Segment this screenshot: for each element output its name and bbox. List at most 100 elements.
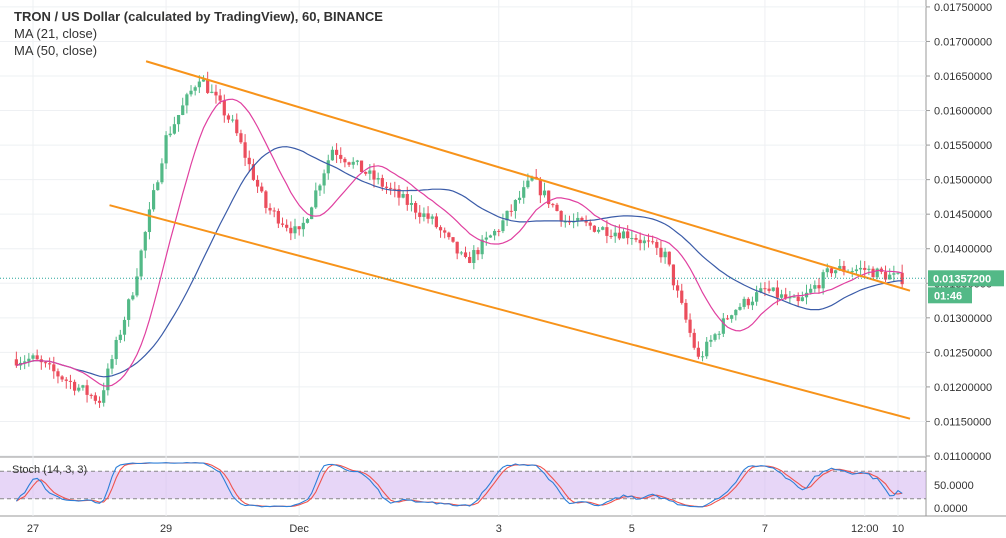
candle-body	[93, 395, 97, 401]
candle-body	[730, 315, 734, 319]
candle-body	[68, 380, 73, 382]
candle-body	[293, 226, 297, 234]
candle-body	[272, 210, 276, 212]
stoch-tick-label: 50.0000	[934, 480, 974, 492]
candle-body	[280, 223, 285, 225]
candle-body	[488, 235, 493, 238]
candle-body	[626, 231, 630, 239]
candle-body	[48, 363, 52, 365]
candle-body	[854, 269, 859, 272]
candle-body	[455, 241, 459, 254]
candle-body	[359, 160, 364, 173]
candle-body	[77, 387, 81, 391]
candle-body	[709, 339, 713, 342]
candle-body	[875, 268, 879, 278]
candle-body	[850, 271, 854, 273]
candle-body	[763, 288, 767, 290]
candle-body	[717, 333, 721, 335]
candle-body	[251, 164, 256, 180]
candle-body	[692, 332, 696, 348]
candle-body	[675, 285, 680, 291]
candle-body	[343, 158, 347, 163]
candle-body	[530, 176, 534, 181]
candle-body	[655, 242, 659, 248]
candle-body	[164, 135, 168, 164]
candle-body	[43, 362, 48, 364]
candle-body	[193, 87, 197, 91]
candle-body	[842, 265, 846, 272]
candle-body	[118, 334, 122, 340]
candle-body	[784, 294, 788, 299]
price-tick-label: 0.01450000	[934, 209, 992, 221]
candle-body	[821, 272, 825, 289]
candle-body	[642, 240, 646, 244]
candle-body	[734, 309, 738, 316]
price-tick-label: 0.01550000	[934, 140, 992, 152]
candle-body	[584, 220, 588, 223]
candle-body	[231, 119, 235, 121]
candle-body	[380, 178, 384, 187]
candle-body	[609, 235, 613, 237]
candle-body	[538, 179, 542, 196]
candle-body	[892, 273, 896, 275]
candle-body	[97, 400, 102, 403]
candle-body	[160, 163, 164, 183]
candle-body	[779, 294, 784, 298]
candle-body	[81, 385, 85, 388]
last-price-label: 0.01357200	[933, 273, 991, 285]
candle-body	[131, 295, 135, 300]
candles-group	[14, 71, 904, 408]
candle-body	[289, 227, 293, 234]
candle-body	[389, 187, 393, 189]
candle-body	[397, 189, 401, 198]
candle-body	[438, 227, 443, 231]
candle-body	[106, 368, 110, 391]
candle-body	[867, 268, 871, 270]
time-tick-label: 27	[27, 523, 39, 535]
candle-body	[114, 339, 118, 360]
candle-body	[301, 222, 305, 230]
candle-body	[376, 178, 380, 180]
candle-body	[393, 188, 397, 190]
candle-body	[563, 221, 567, 223]
candle-body	[688, 319, 692, 333]
candle-body	[260, 186, 264, 192]
candle-body	[463, 252, 468, 257]
candle-body	[172, 124, 176, 134]
stoch-k-line	[15, 462, 903, 508]
price-tick-label: 0.01700000	[934, 36, 992, 48]
channel-lower-line	[109, 204, 911, 420]
candle-body	[555, 204, 559, 211]
candle-body	[235, 119, 239, 134]
candle-body	[218, 95, 222, 101]
candle-body	[900, 272, 904, 285]
candle-body	[351, 161, 355, 165]
candle-body	[838, 265, 842, 271]
candle-body	[592, 225, 597, 232]
candle-body	[738, 306, 742, 310]
time-tick-label: 3	[496, 523, 502, 535]
candle-body	[800, 297, 804, 302]
candle-body	[834, 270, 838, 274]
candle-body	[700, 356, 705, 358]
candle-body	[447, 232, 451, 238]
candle-body	[285, 224, 289, 228]
candle-body	[542, 190, 547, 196]
time-tick-label: 29	[160, 523, 172, 535]
time-tick-label: 7	[762, 523, 768, 535]
ma50-line	[16, 146, 903, 378]
candle-body	[413, 203, 418, 213]
candle-body	[863, 267, 867, 270]
candle-body	[243, 142, 247, 158]
candle-body	[517, 197, 522, 201]
candle-body	[825, 268, 829, 273]
candle-body	[613, 232, 617, 237]
candle-body	[771, 287, 775, 291]
candle-body	[663, 251, 667, 258]
time-tick-label: 12:00	[851, 523, 879, 535]
candle-body	[143, 232, 147, 251]
candle-body	[422, 213, 426, 217]
candle-body	[796, 296, 800, 302]
candle-body	[384, 186, 389, 188]
